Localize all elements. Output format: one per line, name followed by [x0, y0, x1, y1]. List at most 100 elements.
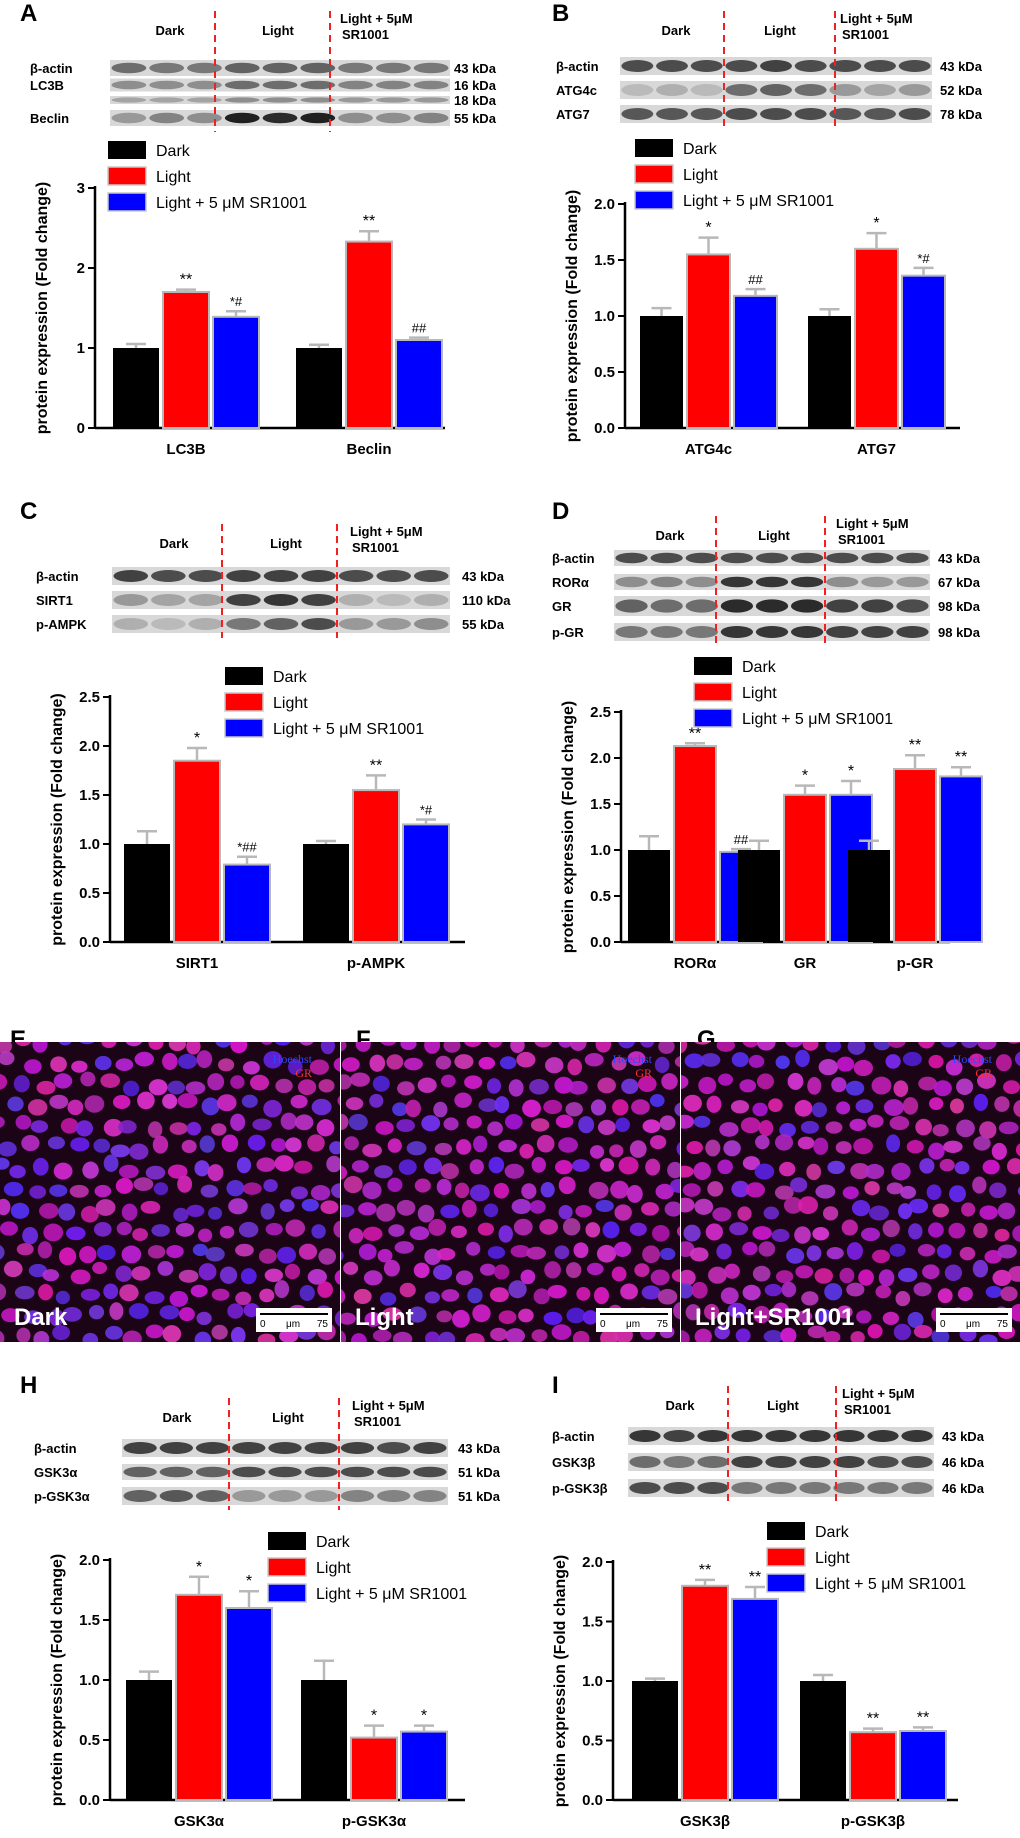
cell-nucleus	[621, 1078, 639, 1095]
cell-nucleus	[516, 1051, 536, 1068]
cell-nucleus	[882, 1311, 900, 1325]
cell-nucleus	[49, 1094, 69, 1109]
cell-nucleus	[626, 1184, 643, 1203]
cell-nucleus	[511, 1198, 532, 1215]
cell-nucleus	[1015, 1143, 1020, 1157]
image-caption: Light+SR1001	[695, 1304, 855, 1331]
cell-nucleus	[435, 1055, 452, 1070]
cell-nucleus	[748, 1054, 765, 1068]
bar	[223, 863, 271, 944]
cell-nucleus	[794, 1099, 813, 1117]
cell-nucleus	[467, 1287, 483, 1304]
cell-nucleus	[681, 1269, 696, 1286]
cell-nucleus	[977, 1072, 996, 1089]
cell-nucleus	[436, 1310, 453, 1323]
blot-band	[111, 97, 147, 103]
cell-nucleus	[602, 1221, 620, 1239]
cell-nucleus	[198, 1263, 217, 1281]
cell-nucleus	[16, 1243, 34, 1256]
cell-nucleus	[29, 1185, 47, 1199]
cell-nucleus	[520, 1269, 536, 1285]
cell-nucleus	[913, 1282, 932, 1297]
cell-nucleus	[32, 1157, 49, 1176]
legend-label: Light	[156, 169, 191, 186]
blot-band	[268, 1466, 302, 1478]
cell-nucleus	[55, 1290, 70, 1305]
blot-band	[650, 626, 683, 638]
scale-unit: μm	[966, 1319, 981, 1330]
cell-nucleus	[654, 1056, 670, 1074]
blot-band	[375, 97, 411, 103]
cell-nucleus	[423, 1157, 443, 1175]
blot-band	[301, 618, 336, 630]
cell-nucleus	[568, 1080, 588, 1095]
bar-chart-i: 0.0 0.5 1.0 1.5 2.0 protein expression (Fold …	[552, 1522, 966, 1830]
cell-nucleus	[362, 1143, 382, 1158]
cell-nucleus	[562, 1218, 581, 1236]
cell-nucleus	[341, 1113, 349, 1131]
cell-nucleus	[109, 1302, 124, 1320]
cell-nucleus	[706, 1095, 722, 1113]
cell-nucleus	[424, 1042, 441, 1054]
bar	[893, 768, 937, 943]
cell-nucleus	[341, 1204, 355, 1218]
cell-nucleus	[704, 1303, 720, 1320]
cell-nucleus	[200, 1184, 219, 1198]
cell-nucleus	[595, 1042, 612, 1053]
cell-nucleus	[478, 1056, 496, 1070]
cell-nucleus	[973, 1222, 988, 1239]
bar-chart-h: 0.0 0.5 1.0 1.5 2.0 protein expression (Fold …	[49, 1532, 467, 1830]
cell-nucleus	[348, 1113, 368, 1131]
cell-nucleus	[597, 1119, 616, 1136]
cell-nucleus	[885, 1054, 901, 1069]
cell-nucleus	[400, 1042, 417, 1050]
cell-nucleus	[122, 1080, 140, 1097]
panel-label: C	[20, 498, 38, 525]
cell-nucleus	[341, 1074, 352, 1090]
blot-kda-label: 98 kDa	[938, 625, 981, 640]
significance-label: *	[194, 730, 200, 747]
cell-nucleus	[629, 1222, 647, 1236]
legend-label: Light	[815, 1550, 850, 1567]
cell-nucleus	[479, 1263, 496, 1276]
blot-band	[829, 60, 862, 72]
blot-kda-label: 46 kDa	[942, 1455, 985, 1470]
x-category-label: Beclin	[346, 441, 391, 458]
cell-nucleus	[595, 1199, 614, 1213]
blot-band	[794, 84, 827, 96]
cell-nucleus	[96, 1244, 116, 1261]
blot-band	[898, 108, 931, 120]
cell-nucleus	[729, 1222, 749, 1236]
cell-nucleus	[493, 1264, 510, 1280]
cell-nucleus	[9, 1165, 26, 1179]
cell-nucleus	[219, 1266, 238, 1284]
cell-nucleus	[742, 1042, 760, 1048]
cell-nucleus	[948, 1222, 966, 1239]
cell-nucleus	[0, 1073, 8, 1090]
cell-nucleus	[487, 1121, 503, 1136]
cell-nucleus	[972, 1259, 989, 1278]
legend-swatch	[268, 1532, 306, 1550]
blot-band	[760, 60, 792, 72]
cell-nucleus	[764, 1283, 782, 1297]
cell-nucleus	[125, 1042, 143, 1047]
scale-end: 75	[316, 1319, 328, 1330]
blot-band	[413, 594, 449, 606]
significance-label: **	[699, 1562, 711, 1579]
cell-nucleus	[779, 1161, 796, 1177]
bar	[686, 253, 731, 429]
cell-nucleus	[226, 1180, 245, 1197]
cell-nucleus	[547, 1284, 567, 1299]
cell-nucleus	[221, 1134, 239, 1153]
cell-nucleus	[376, 1203, 396, 1222]
cell-nucleus	[681, 1329, 690, 1342]
cell-nucleus	[614, 1204, 632, 1221]
cell-nucleus	[735, 1328, 751, 1342]
cell-nucleus	[731, 1180, 750, 1198]
y-axis-label: protein expression (Fold change)	[552, 1555, 569, 1807]
cell-nucleus	[897, 1267, 918, 1283]
bar	[400, 1730, 448, 1801]
cell-nucleus	[358, 1202, 377, 1216]
blot-band	[376, 594, 411, 606]
cell-nucleus	[498, 1139, 517, 1153]
